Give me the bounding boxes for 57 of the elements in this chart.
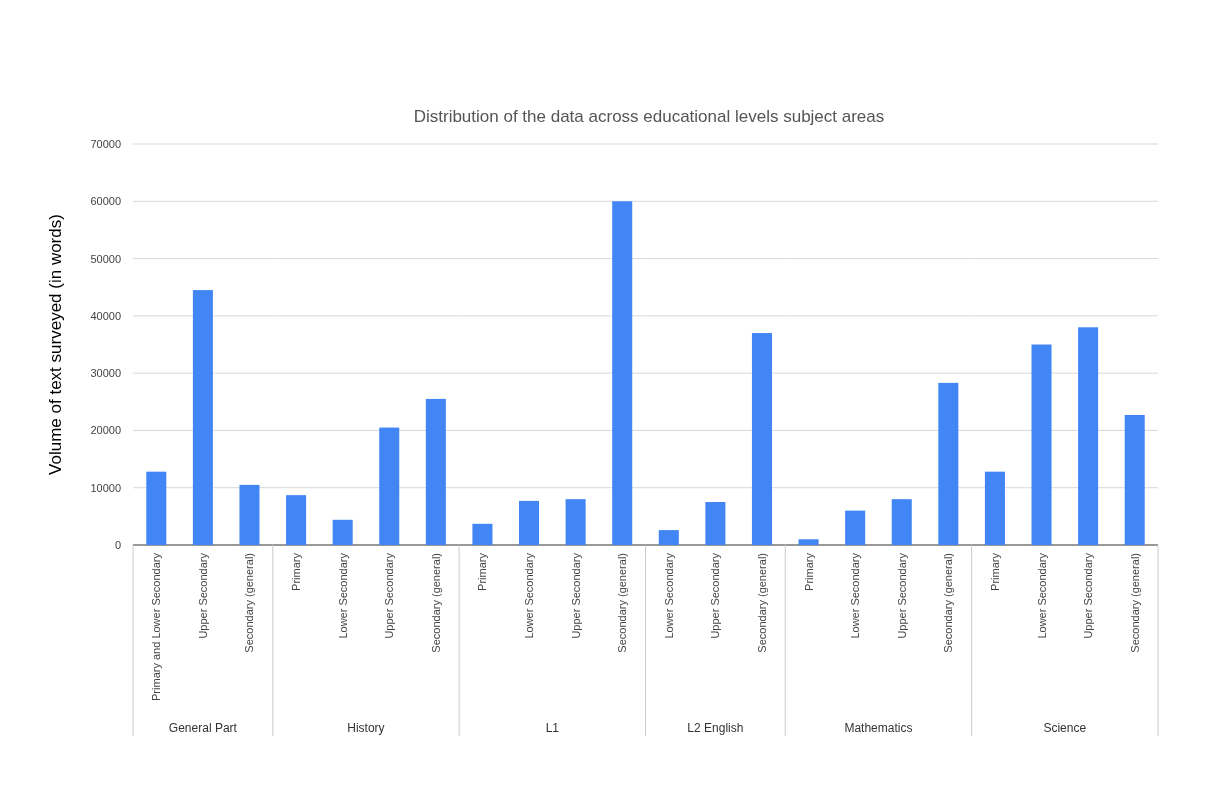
y-tick-label: 60000 [90, 195, 121, 208]
x-tick-label: Primary and Lower Secondary [150, 552, 163, 701]
bar [1124, 414, 1145, 545]
x-tick-label: Primary [988, 552, 1001, 591]
chart-title: Distribution of the data across educational levels subject areas [413, 107, 885, 126]
bar [519, 500, 540, 545]
bar [239, 484, 260, 545]
y-tick-label: 30000 [90, 367, 121, 380]
y-tick-label: 70000 [90, 138, 121, 150]
x-axis-title: History [347, 721, 385, 735]
x-tick-label: Secondary (general) [942, 553, 955, 653]
bar [938, 382, 959, 545]
y-tick-label: 20000 [90, 424, 121, 437]
bar [332, 519, 353, 545]
y-tick-label: 40000 [90, 309, 121, 322]
x-axis-title: Science [1043, 721, 1087, 735]
x-axis-title: L1 [545, 721, 560, 735]
bar [192, 290, 213, 545]
y-tick-label: 0 [114, 539, 121, 551]
x-tick-label: Secondary (general) [755, 553, 768, 653]
x-tick-label: Upper Secondary [1082, 552, 1095, 639]
bar [146, 471, 167, 545]
x-tick-label: Secondary (general) [1128, 553, 1141, 653]
x-tick-label: Upper Secondary [196, 552, 209, 639]
x-tick-label: Upper Secondary [895, 552, 908, 639]
bar [286, 495, 307, 545]
bar [798, 539, 819, 545]
bar [984, 471, 1005, 545]
bar [472, 523, 493, 545]
x-tick-label: Upper Secondary [709, 552, 722, 639]
x-tick-label: Primary [802, 552, 815, 591]
bar [845, 510, 866, 545]
y-axis-title: Volume of text surveyed (in words) [46, 214, 65, 475]
bar [565, 499, 586, 545]
x-tick-label: Upper Secondary [383, 552, 396, 639]
bar [425, 398, 446, 545]
x-axis-title: L2 English [687, 721, 744, 735]
y-tick-label: 10000 [90, 481, 121, 494]
x-tick-label: Upper Secondary [569, 552, 582, 639]
x-axis-title: General Part [168, 721, 238, 735]
bar [379, 427, 400, 545]
x-tick-label: Secondary (general) [616, 553, 629, 653]
x-axis-title: Mathematics [844, 721, 913, 735]
x-tick-label: Primary [290, 552, 303, 591]
x-tick-label: Lower Secondary [336, 552, 349, 639]
x-tick-label: Lower Secondary [1035, 552, 1048, 639]
y-tick-label: 50000 [90, 252, 121, 265]
bar [1031, 344, 1052, 545]
x-tick-label: Primary [476, 552, 489, 591]
x-tick-label: Lower Secondary [662, 552, 675, 639]
bar [1078, 327, 1099, 545]
bar [891, 499, 912, 545]
x-tick-label: Secondary (general) [243, 553, 256, 653]
bar [612, 201, 633, 545]
x-tick-label: Secondary (general) [429, 553, 442, 653]
x-tick-label: Lower Secondary [849, 552, 862, 639]
x-tick-label: Lower Secondary [523, 552, 536, 639]
